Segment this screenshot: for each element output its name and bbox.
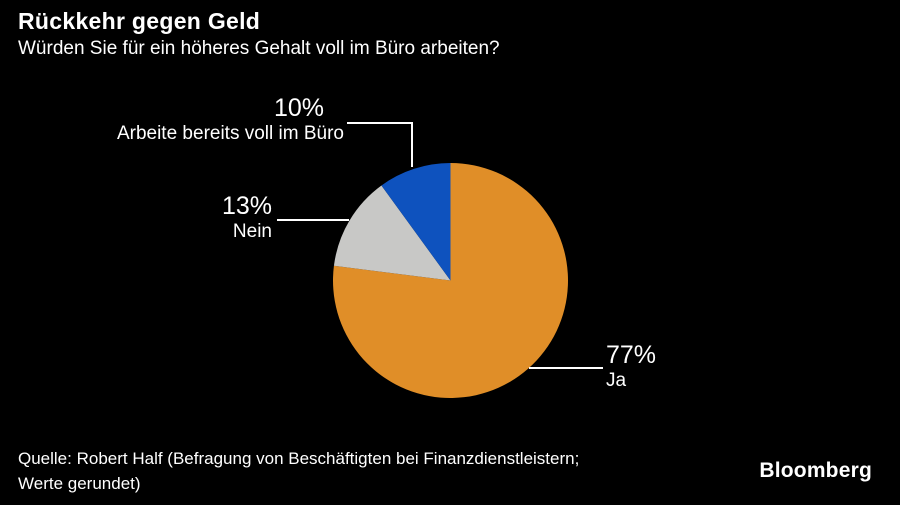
- callout-ja-percent: 77%: [606, 341, 657, 369]
- source-line-1: Quelle: Robert Half (Befragung von Besch…: [18, 449, 580, 468]
- leader-line-nein: [277, 219, 349, 221]
- callout-office-percent: 10%: [273, 94, 324, 122]
- callout-office-label: Arbeite bereits voll im Büro: [116, 123, 344, 144]
- chart-subtitle: Würden Sie für ein höheres Gehalt voll i…: [18, 38, 500, 59]
- callout-ja: 77% Ja: [606, 341, 746, 393]
- bloomberg-logo: Bloomberg: [759, 459, 872, 482]
- callout-nein-percent: 13%: [221, 192, 272, 220]
- callout-nein-label: Nein: [232, 221, 272, 242]
- leader-line-ja: [529, 367, 603, 369]
- callout-ja-label: Ja: [606, 370, 627, 391]
- pie-chart: [333, 163, 568, 398]
- source-note: Quelle: Robert Half (Befragung von Besch…: [18, 446, 579, 496]
- pie-chart-area: [333, 163, 568, 398]
- callout-nein: 13% Nein: [92, 192, 272, 244]
- pie-slice-arbeite-bereits-voll-im-b-ro: [381, 163, 451, 281]
- chart-title: Rückkehr gegen Geld: [18, 8, 261, 34]
- callout-office: 10% Arbeite bereits voll im Büro: [100, 94, 344, 146]
- leader-line-office-horizontal: [347, 122, 413, 124]
- pie-slice-nein: [333, 185, 451, 281]
- source-line-2: Werte gerundet): [18, 474, 141, 493]
- leader-line-office-vertical: [411, 122, 413, 167]
